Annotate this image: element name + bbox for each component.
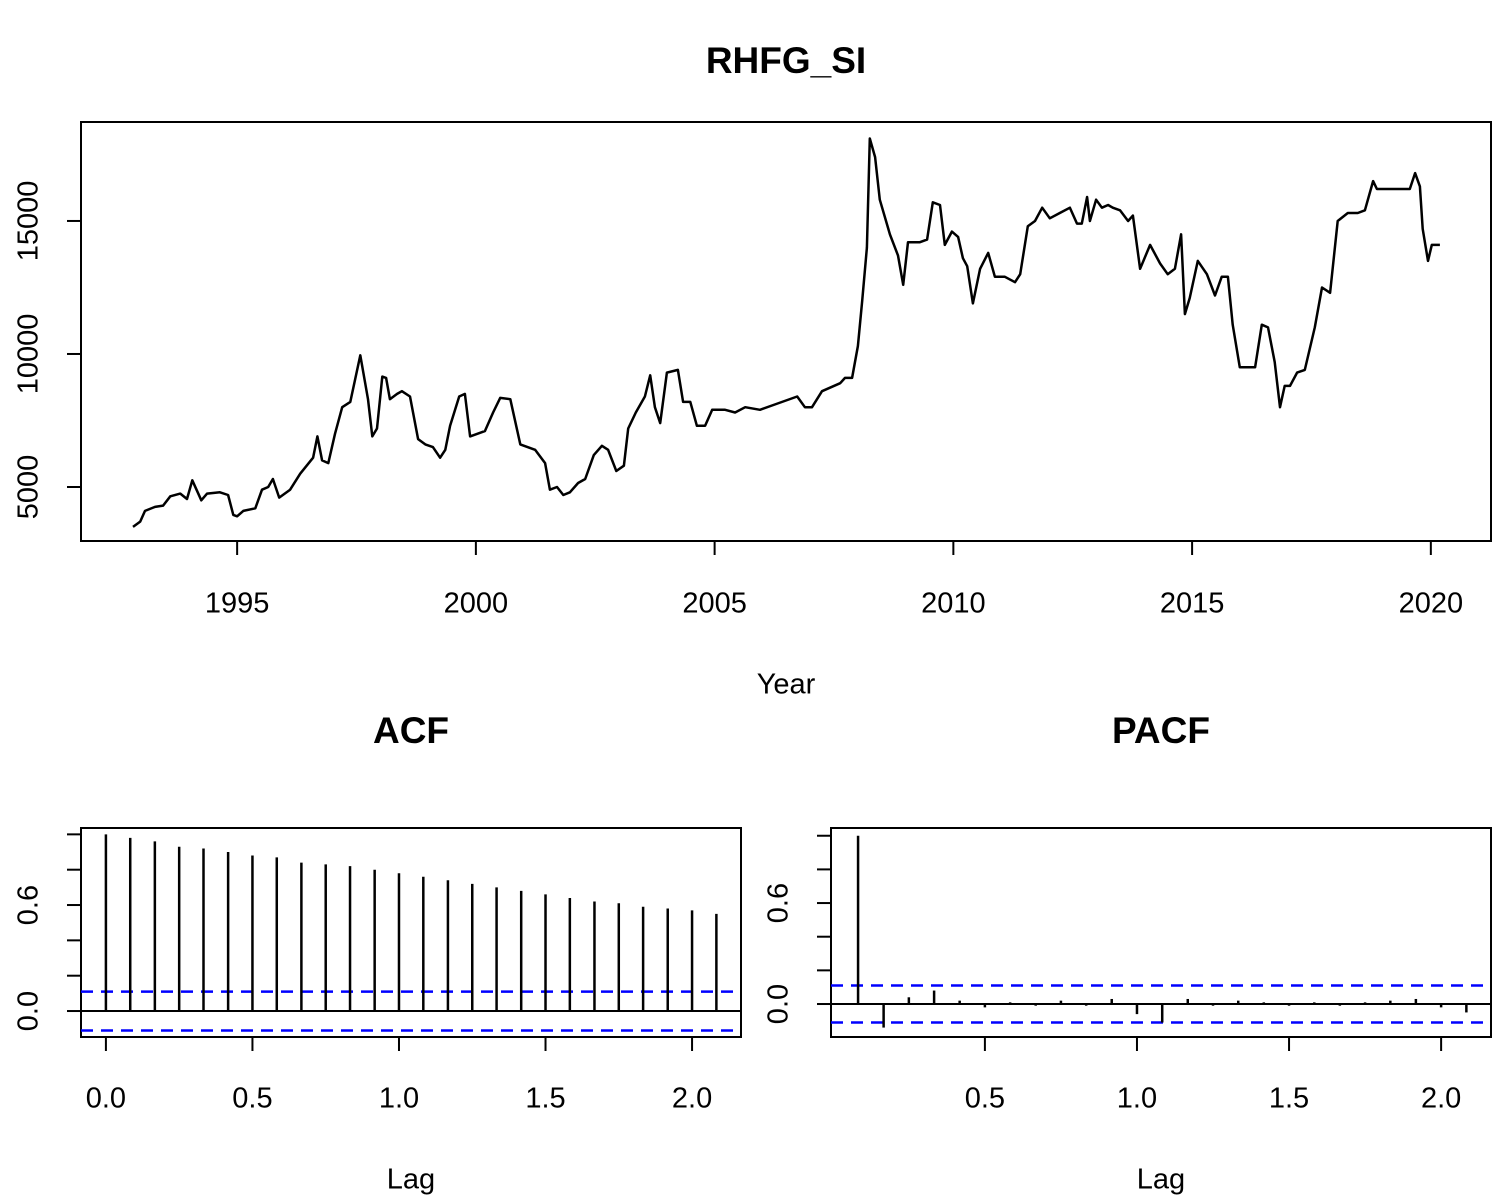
y-tick-label: 0.0	[763, 984, 795, 1024]
chart-title: RHFG_SI	[706, 40, 866, 81]
x-tick-label: 0.0	[86, 1083, 126, 1115]
y-tick-label: 5000	[13, 455, 45, 520]
x-tick-label: 0.5	[965, 1083, 1005, 1115]
x-tick-label: 1.5	[1269, 1083, 1309, 1115]
x-tick-label: 0.5	[232, 1083, 272, 1115]
x-tick-label: 2.0	[1421, 1083, 1461, 1115]
x-axis-label: Lag	[1137, 1164, 1185, 1196]
y-tick-label: 0.6	[763, 883, 795, 923]
x-tick-label: 2020	[1399, 588, 1464, 620]
series-line	[132, 137, 1440, 528]
plot-box	[80, 121, 1492, 542]
x-tick-label: 1995	[205, 588, 270, 620]
chart-title: ACF	[373, 710, 449, 751]
x-tick-label: 2000	[444, 588, 509, 620]
chart-title: PACF	[1112, 710, 1210, 751]
x-tick-label: 1.5	[525, 1083, 565, 1115]
x-tick-label: 2.0	[672, 1083, 712, 1115]
y-tick-label: 10000	[13, 314, 45, 395]
x-tick-label: 2015	[1160, 588, 1225, 620]
x-axis-label: Year	[757, 669, 816, 701]
x-tick-label: 2010	[921, 588, 986, 620]
x-tick-label: 1.0	[1117, 1083, 1157, 1115]
x-tick-label: 1.0	[379, 1083, 419, 1115]
y-tick-label: 0.6	[13, 885, 45, 925]
y-tick-label: 15000	[13, 181, 45, 262]
x-tick-label: 2005	[682, 588, 747, 620]
y-tick-label: 0.0	[13, 991, 45, 1031]
x-axis-label: Lag	[387, 1164, 435, 1196]
